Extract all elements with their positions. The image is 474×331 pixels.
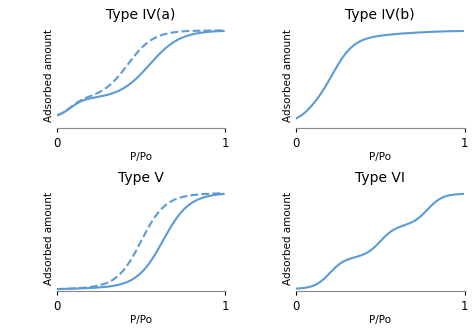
X-axis label: P/Po: P/Po bbox=[130, 152, 152, 162]
X-axis label: P/Po: P/Po bbox=[369, 152, 392, 162]
Title: Type IV(b): Type IV(b) bbox=[346, 8, 415, 22]
Y-axis label: Adsorbed amount: Adsorbed amount bbox=[283, 29, 293, 122]
Title: Type VI: Type VI bbox=[356, 171, 405, 185]
Title: Type V: Type V bbox=[118, 171, 164, 185]
X-axis label: P/Po: P/Po bbox=[369, 315, 392, 325]
Y-axis label: Adsorbed amount: Adsorbed amount bbox=[283, 192, 293, 285]
Y-axis label: Adsorbed amount: Adsorbed amount bbox=[44, 192, 54, 285]
X-axis label: P/Po: P/Po bbox=[130, 315, 152, 325]
Title: Type IV(a): Type IV(a) bbox=[107, 8, 176, 22]
Y-axis label: Adsorbed amount: Adsorbed amount bbox=[44, 29, 54, 122]
